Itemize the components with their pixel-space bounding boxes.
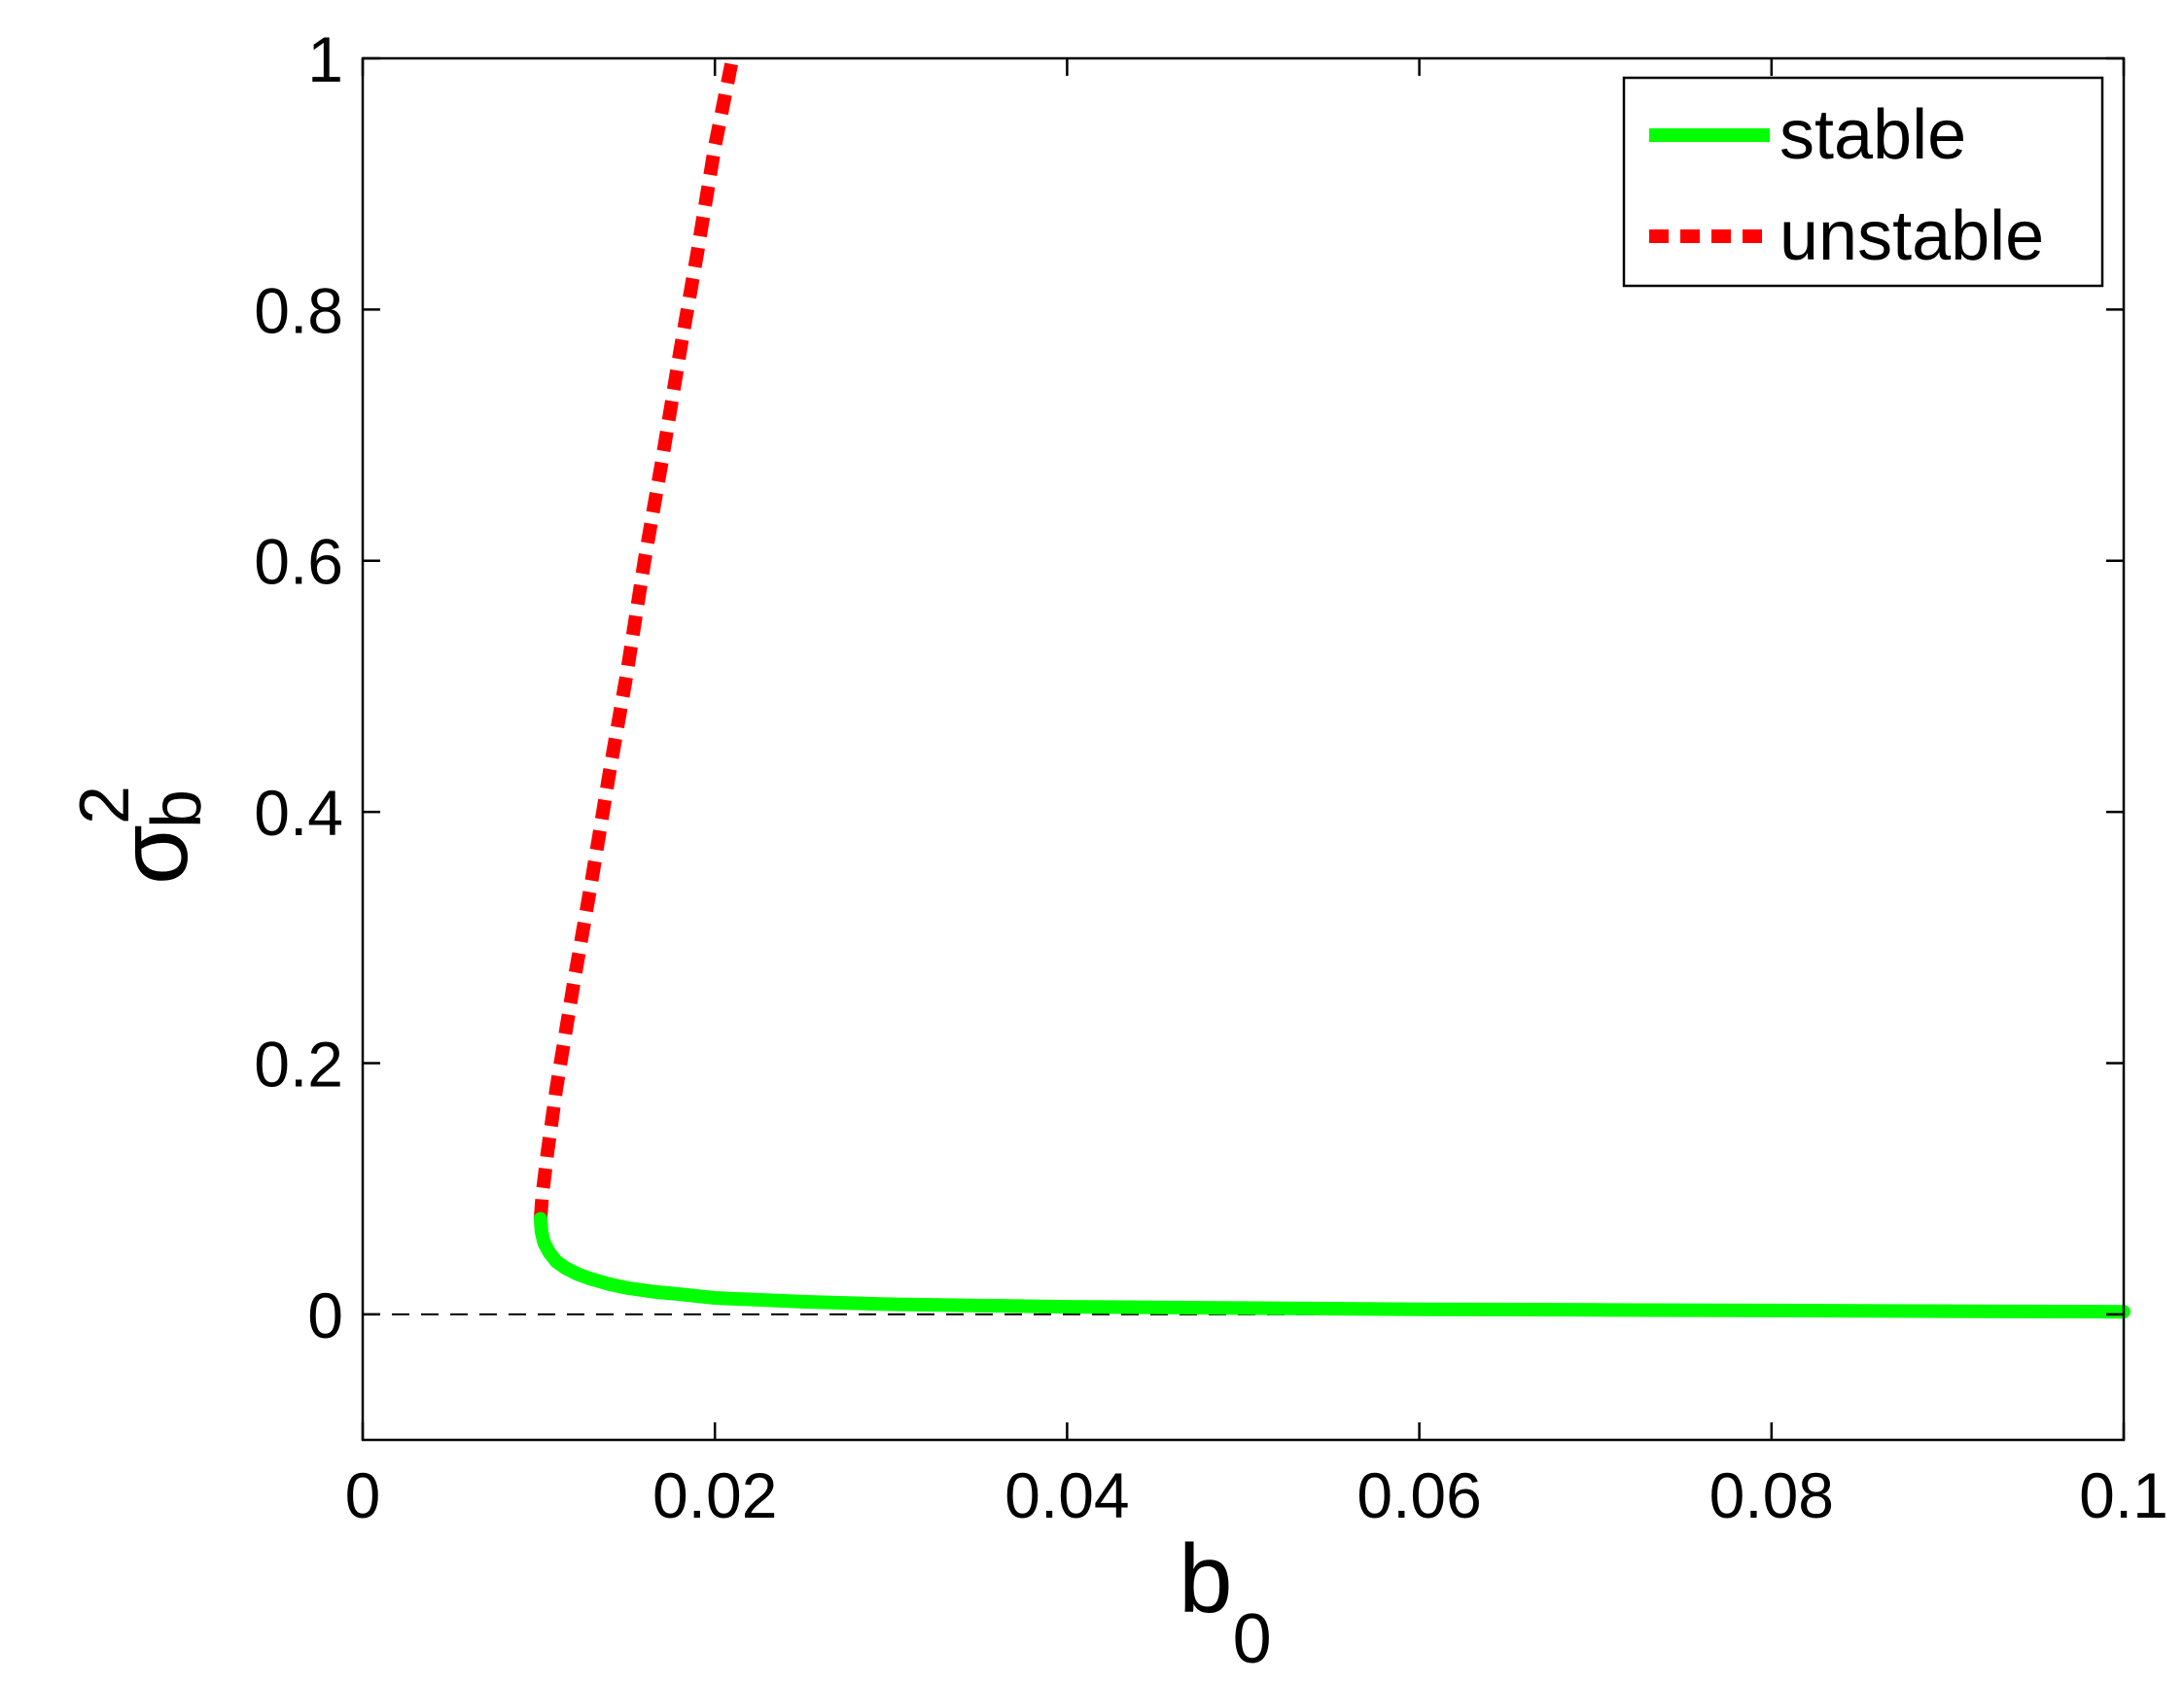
x-tick-label: 0.08 xyxy=(1709,1459,1834,1531)
plot-area xyxy=(363,56,2131,1319)
svg-text:σ: σ xyxy=(99,824,208,885)
y-tick-label: 0 xyxy=(307,1279,343,1351)
x-tick-label: 0 xyxy=(345,1459,381,1531)
x-tick-label: 0.06 xyxy=(1356,1459,1481,1531)
legend-label-unstable: unstable xyxy=(1779,197,2044,275)
x-axis-label: b0 xyxy=(1179,1524,1272,1678)
y-axis-label-superscript: 2 xyxy=(66,786,144,824)
y-tick-label: 0.2 xyxy=(254,1028,343,1100)
legend-box xyxy=(1622,76,2104,288)
y-axis-label-base: σ xyxy=(99,824,208,885)
svg-text:2: 2 xyxy=(66,786,144,824)
tick-labels-layer: 0 0.02 0.04 0.06 0.08 0.1 0 0.2 0.4 0.6 0.8 1 xyxy=(254,23,2168,1531)
x-axis-label-base: b xyxy=(1179,1524,1233,1633)
legend: stable unstable xyxy=(1622,76,2104,288)
plot-frame xyxy=(361,56,2126,1442)
series-layer xyxy=(533,56,2131,1319)
x-axis-label-subscript: 0 xyxy=(1233,1600,1272,1678)
ticks-layer xyxy=(361,56,2126,1440)
series-line-unstable xyxy=(533,56,740,1220)
x-tick-label: 0.1 xyxy=(2079,1459,2168,1531)
x-tick-label: 0.02 xyxy=(652,1459,777,1531)
plot-background xyxy=(363,58,2124,1440)
x-tick-label: 0.04 xyxy=(1004,1459,1129,1531)
y-axis-label: σ b 2 xyxy=(66,786,216,885)
svg-text:b: b xyxy=(138,789,216,828)
y-tick-label: 0.4 xyxy=(254,777,343,849)
y-tick-label: 0.6 xyxy=(254,526,343,598)
legend-label-stable: stable xyxy=(1779,96,1966,174)
y-tick-label: 0.8 xyxy=(254,274,343,346)
series-line-stable xyxy=(533,1211,2131,1319)
y-axis-label-subscript: b xyxy=(138,789,216,828)
y-tick-label: 1 xyxy=(307,23,343,95)
